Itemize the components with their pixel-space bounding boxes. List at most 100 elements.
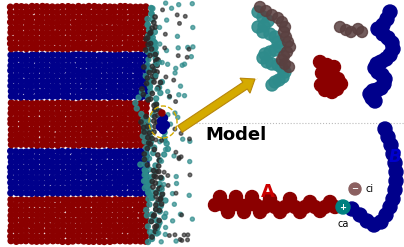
Circle shape — [112, 14, 117, 20]
Circle shape — [264, 28, 276, 40]
Circle shape — [55, 148, 61, 154]
Circle shape — [91, 164, 97, 170]
Circle shape — [107, 153, 113, 159]
Circle shape — [107, 142, 113, 148]
Circle shape — [176, 115, 180, 119]
Circle shape — [138, 106, 143, 111]
Circle shape — [107, 101, 113, 106]
Circle shape — [173, 71, 177, 75]
Circle shape — [8, 174, 13, 180]
Circle shape — [8, 213, 14, 218]
Circle shape — [107, 9, 113, 15]
Circle shape — [49, 207, 55, 213]
Circle shape — [138, 35, 143, 41]
Circle shape — [272, 36, 284, 48]
Circle shape — [14, 63, 19, 68]
Circle shape — [60, 164, 65, 170]
Circle shape — [86, 52, 92, 58]
Circle shape — [128, 132, 134, 138]
Circle shape — [138, 190, 143, 196]
Circle shape — [143, 83, 149, 89]
Circle shape — [39, 101, 44, 106]
Circle shape — [91, 202, 97, 207]
Circle shape — [40, 3, 45, 9]
Circle shape — [257, 11, 269, 23]
Circle shape — [150, 91, 154, 96]
Circle shape — [143, 52, 149, 58]
Circle shape — [138, 137, 143, 142]
Circle shape — [44, 62, 50, 68]
Circle shape — [133, 180, 139, 185]
Circle shape — [39, 149, 44, 154]
Circle shape — [39, 15, 44, 21]
Circle shape — [8, 121, 14, 126]
Circle shape — [143, 153, 149, 159]
Circle shape — [101, 170, 107, 175]
Circle shape — [80, 52, 86, 58]
Circle shape — [96, 207, 102, 213]
Circle shape — [316, 66, 328, 80]
Circle shape — [163, 198, 168, 203]
Circle shape — [238, 206, 250, 219]
Circle shape — [75, 180, 81, 186]
Circle shape — [112, 46, 118, 52]
Circle shape — [65, 180, 71, 186]
Circle shape — [157, 231, 161, 235]
Circle shape — [148, 41, 153, 46]
Circle shape — [112, 127, 118, 132]
Circle shape — [145, 118, 151, 123]
Circle shape — [257, 52, 269, 64]
Circle shape — [65, 83, 70, 89]
Circle shape — [40, 83, 45, 89]
Circle shape — [102, 25, 107, 31]
Circle shape — [142, 130, 146, 134]
Circle shape — [122, 185, 128, 190]
Circle shape — [370, 57, 384, 71]
Circle shape — [23, 159, 29, 165]
Circle shape — [29, 164, 34, 169]
Circle shape — [117, 20, 122, 25]
Circle shape — [55, 212, 61, 218]
Circle shape — [44, 175, 50, 181]
Circle shape — [75, 202, 81, 207]
Circle shape — [70, 238, 76, 244]
Circle shape — [101, 227, 107, 233]
Circle shape — [117, 197, 123, 202]
Circle shape — [107, 111, 112, 116]
Circle shape — [153, 108, 157, 112]
Circle shape — [117, 40, 122, 46]
Circle shape — [101, 233, 107, 238]
Circle shape — [44, 126, 50, 132]
Circle shape — [117, 228, 122, 233]
Circle shape — [13, 84, 19, 89]
Circle shape — [97, 180, 102, 186]
Circle shape — [39, 228, 44, 233]
Circle shape — [127, 46, 133, 51]
Circle shape — [55, 197, 60, 202]
Circle shape — [155, 226, 160, 230]
Circle shape — [378, 72, 392, 86]
Circle shape — [34, 148, 40, 154]
Circle shape — [177, 93, 181, 97]
Circle shape — [255, 1, 265, 13]
Circle shape — [65, 40, 71, 46]
Circle shape — [50, 180, 56, 185]
Circle shape — [23, 58, 29, 63]
Circle shape — [314, 79, 328, 91]
Circle shape — [179, 84, 183, 88]
Circle shape — [61, 94, 66, 99]
Circle shape — [274, 41, 286, 53]
Circle shape — [86, 239, 92, 244]
Circle shape — [76, 174, 81, 180]
Circle shape — [148, 97, 153, 101]
Circle shape — [173, 111, 177, 115]
Circle shape — [280, 21, 290, 33]
Circle shape — [23, 149, 29, 155]
Circle shape — [80, 169, 86, 175]
Circle shape — [157, 158, 162, 163]
Circle shape — [76, 20, 81, 25]
Circle shape — [97, 239, 102, 244]
Circle shape — [112, 149, 118, 155]
Circle shape — [70, 63, 76, 68]
Circle shape — [60, 190, 65, 196]
